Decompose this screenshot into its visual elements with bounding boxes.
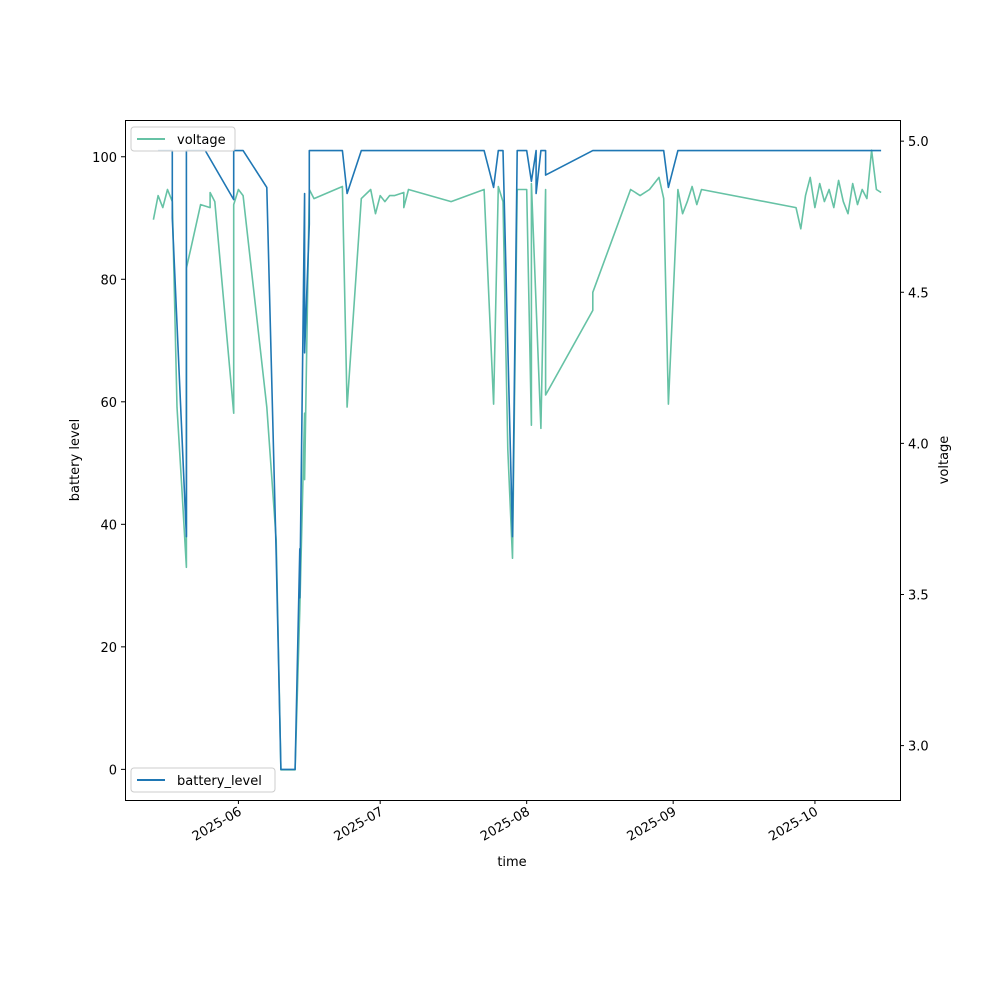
legend-voltage: voltage — [130, 126, 236, 152]
y-left-tick-label: 80 — [100, 273, 117, 288]
y-right-tick-label: 3.5 — [908, 588, 929, 603]
legend-battery-level-box — [130, 767, 276, 793]
y-axis-title-left: battery level — [68, 419, 83, 502]
series-layer — [152, 149, 882, 771]
legend-voltage-box — [130, 126, 236, 152]
y-right-tick-label: 5.0 — [908, 135, 929, 150]
series-line-battery-level — [158, 149, 882, 771]
legend-battery-level-label: battery_level — [177, 774, 262, 789]
y-left-tick-label: 0 — [109, 763, 117, 778]
y-right-tick-label: 4.0 — [908, 437, 929, 452]
y-left-tick-label: 20 — [100, 641, 117, 656]
legend-battery-level: battery_level — [130, 767, 276, 793]
y-axis-title-right: voltage — [937, 436, 952, 485]
plot-frame — [125, 120, 901, 801]
y-right-tick-label: 4.5 — [908, 286, 929, 301]
y-left-tick-label: 60 — [100, 396, 117, 411]
x-axis-title: time — [497, 855, 526, 870]
y-right-tick-label: 3.0 — [908, 740, 929, 755]
y-left-tick-label: 40 — [100, 518, 117, 533]
y-left-tick-label: 100 — [92, 151, 117, 166]
legend-voltage-label: voltage — [177, 133, 226, 148]
series-line-voltage — [152, 149, 882, 771]
